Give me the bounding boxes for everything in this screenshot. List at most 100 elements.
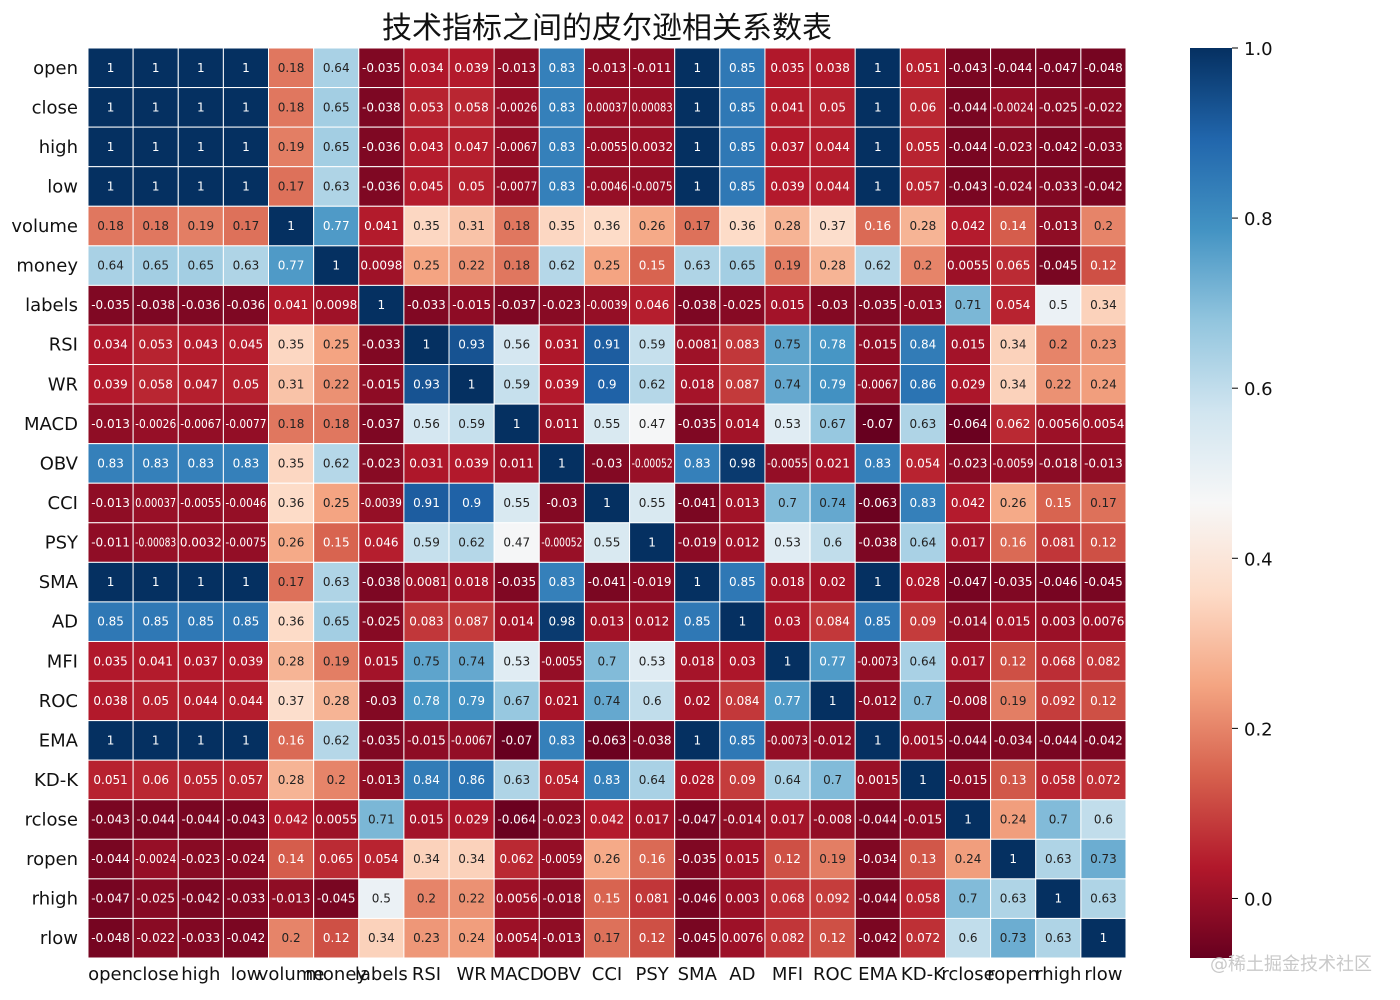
heatmap-cell	[403, 482, 450, 524]
cell-value-label: 0.017	[635, 813, 669, 827]
heatmap-cell	[583, 482, 631, 524]
heatmap-cell	[990, 47, 1037, 89]
cell-value-label: 1	[693, 140, 701, 154]
cell-value-label: -0.033	[181, 931, 220, 945]
cell-value-label: -0.044	[994, 61, 1033, 75]
heatmap-cell	[222, 443, 270, 484]
heatmap-cell	[313, 205, 360, 247]
heatmap-cell	[583, 324, 631, 366]
cell-value-label: 1	[1009, 852, 1017, 866]
heatmap-cell	[538, 917, 585, 959]
heatmap-cell	[990, 917, 1037, 959]
cell-value-label: 0.043	[409, 140, 443, 154]
heatmap-cell	[358, 917, 405, 959]
heatmap-cell	[268, 403, 315, 445]
heatmap-cell	[538, 364, 585, 405]
heatmap-cell	[268, 126, 315, 168]
heatmap-cell	[222, 284, 270, 326]
watermark: @稀土掘金技术社区	[1210, 954, 1372, 975]
cell-value-label: 0.28	[819, 259, 846, 273]
cell-value-label: -0.047	[91, 892, 130, 906]
cell-value-label: 0.19	[819, 852, 846, 866]
heatmap-cell	[132, 47, 179, 89]
heatmap-cell	[719, 403, 766, 445]
cell-value-label: 0.068	[1041, 654, 1075, 668]
cell-value-label: 0.2	[282, 931, 301, 945]
cell-value-label: 0.65	[323, 140, 350, 154]
cell-value-label: 0.083	[725, 338, 759, 352]
heatmap-cell	[177, 205, 224, 247]
cell-value-label: 0.93	[413, 377, 440, 391]
heatmap-cell	[222, 917, 270, 959]
heatmap-cell	[177, 403, 224, 445]
x-tick-label: rlow	[1084, 964, 1122, 985]
cell-value-label: -0.013	[1039, 219, 1078, 233]
cell-value-label: 0.0032	[631, 140, 673, 154]
heatmap-cell	[268, 878, 315, 919]
cell-value-label: -0.03	[591, 456, 622, 470]
cell-value-label: -0.0075	[632, 179, 673, 193]
heatmap-cell	[764, 482, 811, 524]
cell-value-label: 0.055	[906, 140, 940, 154]
cell-value-label: 0.35	[278, 456, 305, 470]
cell-value-label: 0.081	[1041, 536, 1075, 550]
x-tick-label: PSY	[635, 964, 669, 985]
heatmap-cell	[403, 720, 450, 761]
cell-value-label: 0.24	[458, 931, 485, 945]
cell-value-label: -0.0067	[857, 377, 898, 391]
cell-value-label: 1	[874, 179, 882, 193]
heatmap-cell	[629, 284, 676, 326]
heatmap-cell	[674, 799, 721, 840]
heatmap-cell	[629, 87, 676, 128]
cell-value-label: 1	[874, 140, 882, 154]
colorbar-tick-label: 0.2	[1244, 719, 1273, 740]
cell-value-label: 1	[1054, 892, 1062, 906]
cell-value-label: 0.092	[1041, 694, 1075, 708]
heatmap-cell	[132, 917, 179, 959]
heatmap-cell	[448, 720, 495, 761]
cell-value-label: 0.058	[1041, 773, 1075, 787]
heatmap-cell	[177, 561, 224, 603]
cell-value-label: 0.18	[503, 219, 530, 233]
heatmap-cell	[222, 403, 270, 445]
cell-value-label: 0.13	[1000, 773, 1027, 787]
cell-value-label: -0.013	[1084, 456, 1123, 470]
heatmap-cell	[313, 759, 360, 801]
cell-value-label: 1	[739, 615, 747, 629]
cell-value-label: -0.0039	[361, 496, 402, 510]
cell-value-label: 1	[784, 654, 792, 668]
heatmap-cell	[132, 126, 179, 168]
heatmap-cell	[268, 364, 315, 405]
cell-value-label: 0.19	[774, 259, 801, 273]
cell-value-label: 0.062	[500, 852, 534, 866]
cell-value-label: 0.065	[319, 852, 353, 866]
cell-value-label: 0.13	[910, 852, 937, 866]
heatmap-cell	[854, 601, 901, 642]
cell-value-label: -0.011	[91, 536, 130, 550]
cell-value-label: 0.14	[1000, 219, 1027, 233]
heatmap-cell	[132, 522, 179, 563]
cell-value-label: 0.02	[684, 694, 711, 708]
heatmap-cell	[493, 878, 540, 919]
cell-value-label: 0.013	[590, 615, 624, 629]
heatmap-cell	[403, 245, 450, 286]
heatmap-cell	[268, 720, 315, 761]
heatmap-cell	[222, 166, 270, 207]
heatmap-cell	[268, 601, 315, 642]
x-tick-label: open	[88, 964, 133, 985]
heatmap-cell	[944, 720, 992, 761]
y-tick-label: WR	[48, 374, 78, 395]
heatmap-cell	[990, 403, 1037, 445]
cell-value-label: 0.55	[594, 417, 621, 431]
cell-value-label: 0.18	[142, 219, 169, 233]
cell-value-label: 0.85	[729, 179, 756, 193]
cell-value-label: -0.013	[497, 61, 536, 75]
heatmap-cell	[990, 878, 1037, 919]
heatmap-cell	[1080, 47, 1127, 89]
cell-value-label: 0.092	[815, 892, 849, 906]
cell-value-label: -0.043	[949, 61, 988, 75]
heatmap-cell	[358, 640, 405, 682]
heatmap-cell	[448, 364, 495, 405]
heatmap-cell	[538, 759, 585, 801]
cell-value-label: 0.62	[323, 733, 350, 747]
